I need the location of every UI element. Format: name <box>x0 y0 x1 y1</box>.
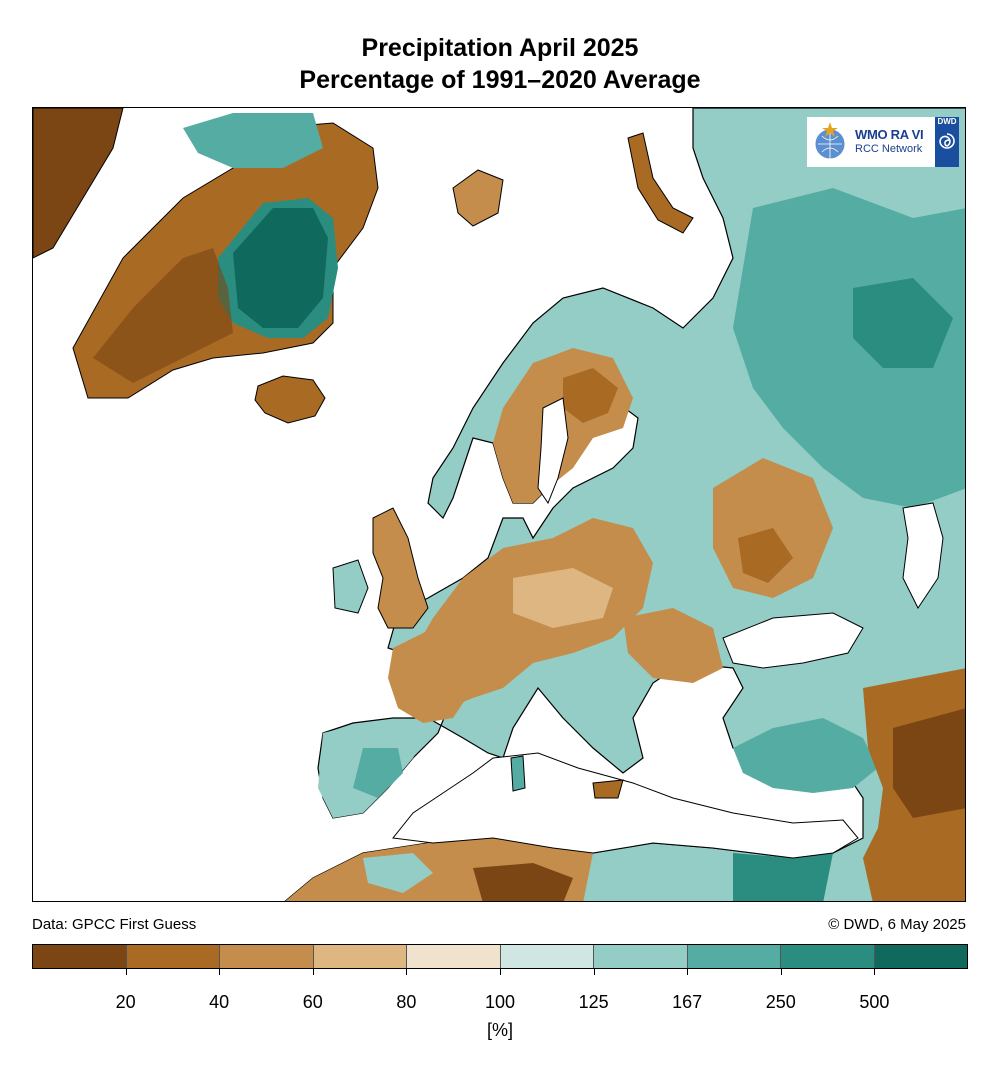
legend-swatch <box>33 945 127 968</box>
precipitation-map <box>32 107 966 902</box>
legend-tick-mark <box>500 969 501 975</box>
legend-tick-label: 167 <box>672 992 703 1012</box>
legend-tick-mark <box>125 969 127 975</box>
logo-network: RCC Network <box>855 143 923 155</box>
iceland <box>254 375 326 424</box>
dwd-swirl-icon <box>939 133 955 149</box>
map-subtitle: Percentage of 1991–2020 Average <box>299 66 701 94</box>
wmo-globe-icon <box>814 122 846 160</box>
map-canvas <box>33 108 965 901</box>
dwd-badge: DWD <box>935 117 959 167</box>
mediterranean-sea <box>392 752 859 859</box>
legend-tick-mark <box>219 969 221 975</box>
legend-swatch <box>500 945 594 968</box>
legend-tick-label: 80 <box>396 992 417 1012</box>
legend-tick-label: 500 <box>859 992 890 1012</box>
legend-tick-label: 250 <box>765 992 796 1012</box>
greenland <box>72 113 379 399</box>
legend-swatch <box>220 945 314 968</box>
legend-tick-mark <box>780 969 782 975</box>
legend-tick-label: 60 <box>302 992 323 1012</box>
wmo-rcc-logo: WMO RA VI RCC Network DWD <box>807 117 959 167</box>
sicily <box>592 779 624 799</box>
baltic-sea <box>537 397 569 505</box>
map-title: Precipitation April 2025 <box>361 34 639 62</box>
legend-swatch <box>594 945 688 968</box>
canada-land <box>33 108 124 259</box>
legend-swatch <box>313 945 407 968</box>
dwd-badge-label: DWD <box>937 117 957 126</box>
legend-tick-label: 40 <box>209 992 230 1012</box>
novaya-zemlya <box>627 132 694 234</box>
legend-tick-mark <box>312 969 314 975</box>
legend-swatch <box>781 945 875 968</box>
legend-tick-mark <box>406 969 408 975</box>
legend-colorbar <box>32 944 968 969</box>
legend-swatch <box>874 945 967 968</box>
svalbard <box>452 169 504 227</box>
legend-tick-label: 20 <box>115 992 136 1012</box>
black-sea <box>722 612 864 669</box>
legend-swatch <box>407 945 501 968</box>
legend-tick-label: 100 <box>484 992 516 1012</box>
legend-tick-mark <box>874 969 876 975</box>
legend-tick-mark <box>593 969 595 975</box>
legend-swatch <box>126 945 220 968</box>
legend-tick-mark <box>687 969 689 975</box>
continent <box>284 108 965 901</box>
legend-swatch <box>687 945 781 968</box>
great-britain <box>372 507 429 629</box>
data-source-note: Data: GPCC First Guess <box>32 916 197 933</box>
legend-tick-label: 125 <box>578 992 609 1012</box>
ireland <box>332 559 369 614</box>
logo-org: WMO RA VI <box>855 127 924 142</box>
copyright-note: © DWD, 6 May 2025 <box>828 916 966 933</box>
legend-unit: [%] <box>486 1020 513 1040</box>
caspian-sea <box>902 502 944 609</box>
sardinia-corsica <box>510 755 526 792</box>
